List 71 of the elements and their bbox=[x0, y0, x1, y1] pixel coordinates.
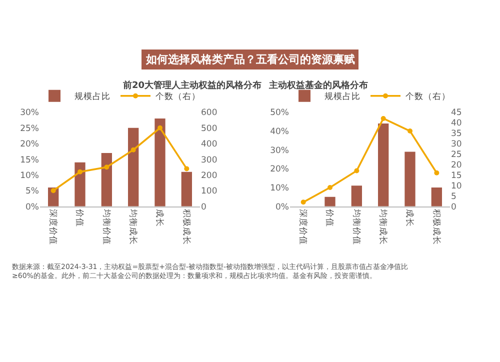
y2-tick-label: 600 bbox=[201, 108, 218, 118]
point bbox=[130, 147, 136, 152]
y2-tick-label: 10 bbox=[451, 181, 462, 192]
y-tick-label: 5% bbox=[26, 186, 39, 197]
y-tick-label: 40% bbox=[270, 127, 289, 138]
x-tick-label: 成长 bbox=[404, 209, 416, 228]
y-tick-label: 10% bbox=[20, 170, 39, 181]
bar bbox=[181, 172, 192, 206]
y2-tick-label: 5 bbox=[451, 192, 456, 202]
y2-tick-label: 15 bbox=[451, 170, 462, 181]
y2-tick-label: 400 bbox=[201, 140, 218, 150]
y2-tick-label: 0 bbox=[201, 202, 206, 212]
bar bbox=[351, 186, 362, 206]
point bbox=[184, 166, 190, 172]
y-tick-label: 30% bbox=[270, 146, 289, 156]
x-tick-label: 深度价值 bbox=[298, 209, 309, 246]
bar bbox=[431, 188, 442, 206]
y2-tick-label: 30 bbox=[451, 140, 462, 150]
point bbox=[300, 200, 306, 205]
y-tick-label: 25% bbox=[20, 124, 39, 134]
bar bbox=[101, 153, 112, 206]
point bbox=[434, 170, 440, 176]
bar bbox=[74, 162, 86, 206]
point bbox=[78, 169, 82, 174]
y2-tick-label: 0 bbox=[451, 202, 456, 212]
legend-label: 个数（右） bbox=[156, 91, 200, 102]
chart-title: 主动权益基金的风格分布 bbox=[268, 80, 368, 91]
y2-tick-label: 100 bbox=[201, 186, 218, 197]
bar bbox=[404, 152, 416, 206]
point bbox=[328, 185, 332, 190]
chart-title: 前20大管理人主动权益的风格分布 bbox=[122, 80, 262, 91]
legend-label: 个数（右） bbox=[406, 91, 450, 102]
bar bbox=[324, 196, 336, 206]
point bbox=[380, 116, 386, 121]
x-tick-label: 均衡价值 bbox=[100, 208, 112, 246]
bar bbox=[378, 124, 389, 206]
y2-tick-label: 40 bbox=[451, 118, 462, 129]
bar bbox=[128, 128, 139, 206]
y-tick-label: 10% bbox=[270, 183, 289, 194]
y2-tick-label: 25 bbox=[451, 150, 462, 160]
point bbox=[408, 128, 412, 134]
x-tick-label: 均衡成长 bbox=[378, 208, 389, 246]
point bbox=[354, 168, 360, 174]
y-tick-label: 0% bbox=[26, 202, 39, 212]
y-tick-label: 20% bbox=[270, 164, 289, 175]
y2-tick-label: 45 bbox=[451, 108, 462, 118]
y2-tick-label: 500 bbox=[201, 124, 218, 134]
point bbox=[104, 164, 110, 170]
y2-tick-label: 300 bbox=[201, 155, 218, 166]
y-tick-label: 30% bbox=[20, 108, 39, 118]
x-tick-label: 积极成长 bbox=[180, 209, 192, 246]
x-tick-label: 积极成长 bbox=[430, 209, 442, 246]
y2-tick-label: 20 bbox=[451, 160, 462, 170]
x-tick-label: 均衡价值 bbox=[350, 208, 362, 246]
y-tick-label: 50% bbox=[270, 108, 289, 118]
point bbox=[158, 125, 162, 130]
bar bbox=[154, 118, 166, 206]
x-tick-label: 价值 bbox=[324, 208, 336, 228]
legend-label: 规模占比 bbox=[74, 91, 110, 102]
legend-label: 规模占比 bbox=[324, 91, 360, 102]
y-tick-label: 0% bbox=[276, 202, 289, 212]
y-tick-label: 20% bbox=[20, 140, 39, 150]
point bbox=[50, 188, 56, 194]
x-tick-label: 均衡成长 bbox=[128, 208, 139, 246]
x-tick-label: 价值 bbox=[74, 208, 86, 228]
x-tick-label: 深度价值 bbox=[48, 209, 59, 246]
y2-tick-label: 200 bbox=[201, 170, 218, 181]
x-tick-label: 成长 bbox=[154, 209, 166, 228]
text: 如何选择风格类产品？五看公司的资源禀赋 bbox=[145, 53, 355, 66]
y-tick-label: 15% bbox=[20, 155, 39, 166]
y2-tick-label: 35 bbox=[451, 129, 462, 140]
